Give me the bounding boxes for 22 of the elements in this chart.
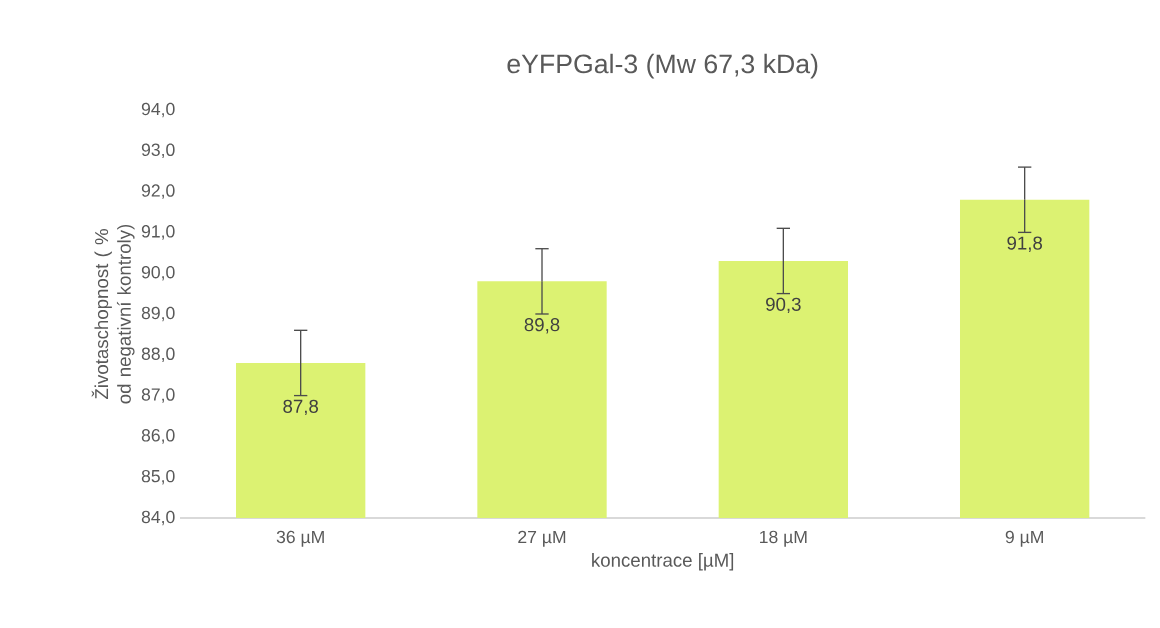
y-tick-label: 90,0: [141, 265, 175, 281]
data-label: 91,8: [1007, 236, 1043, 252]
y-tick-label: 87,0: [141, 388, 175, 403]
y-tick-label: 89,0: [141, 306, 175, 322]
chart-title: eYFPGal-3 (Mw 67,3 kDa): [507, 53, 818, 79]
x-axis-title: koncentrace [µM]: [592, 553, 734, 571]
y-axis-title: Životaschopnost ( % od negativní kontroly): [91, 224, 135, 404]
x-tick-label: 27 µM: [518, 530, 566, 547]
y-tick-label: 93,0: [141, 143, 175, 159]
y-tick-label: 85,0: [141, 469, 175, 485]
y-tick-label: 92,0: [141, 184, 175, 199]
y-tick-label: 91,0: [141, 225, 175, 240]
y-tick-label: 88,0: [141, 347, 175, 363]
y-tick-label: 86,0: [141, 429, 175, 444]
data-label: 87,8: [283, 399, 319, 416]
data-label: 89,8: [524, 318, 560, 334]
x-tick-label: 36 µM: [276, 530, 324, 547]
data-label: 90,3: [766, 297, 801, 314]
x-tick-label: 9 µM: [1005, 530, 1043, 547]
y-tick-label: 84,0: [141, 510, 175, 526]
x-tick-label: 18 µM: [760, 530, 807, 547]
y-tick-label: 94,0: [141, 102, 175, 118]
